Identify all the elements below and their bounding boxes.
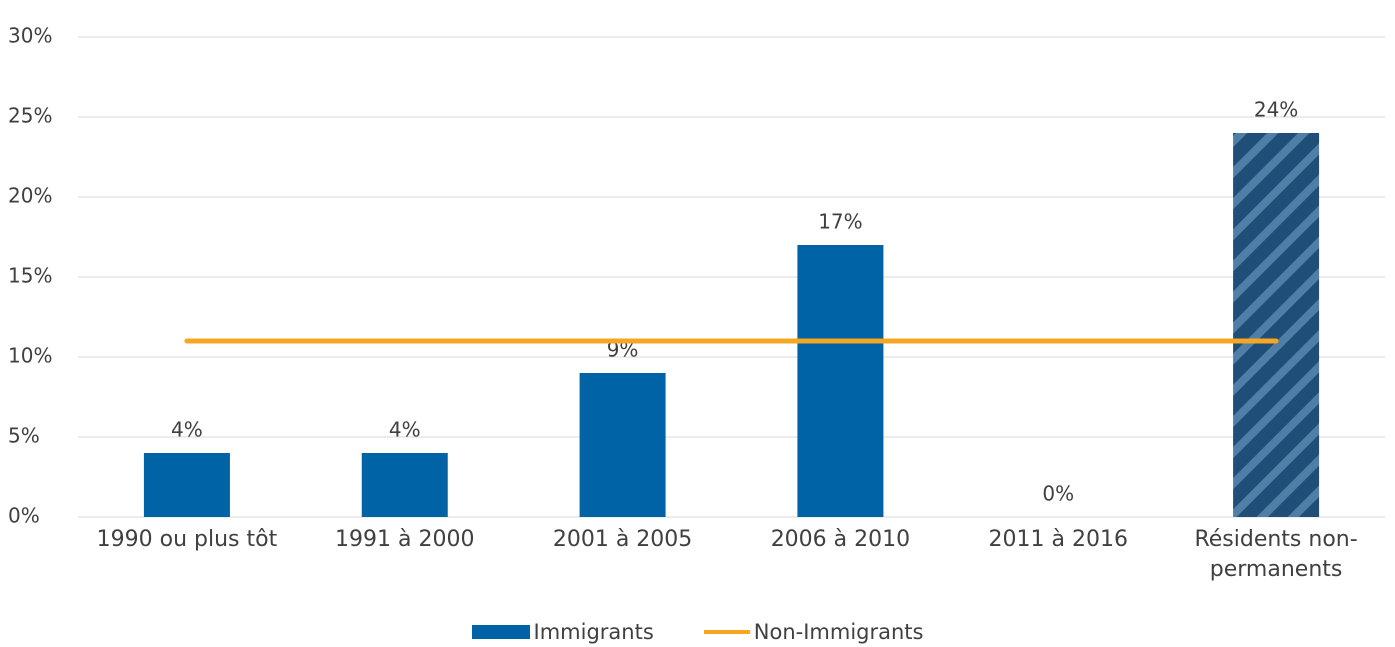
bar [579,373,666,517]
x-tick-label: 2006 à 2010 [770,527,911,552]
legend-label: Immigrants [533,620,654,644]
legend-item: Immigrants [471,620,654,644]
legend-swatch [703,630,750,634]
legend-label: Non-Immigrants [753,620,924,644]
data-label: 24% [1254,98,1298,122]
data-label: 0% [1042,482,1074,506]
y-tick-label: 5% [8,424,40,448]
x-tick-label: 1990 ou plus tôt [96,527,278,552]
y-tick-label: 0% [8,504,40,528]
y-tick-label: 10% [8,344,52,368]
legend-item: Non-Immigrants [703,620,924,644]
x-tick-label: Résidents non-permanents [1194,527,1358,582]
y-tick-label: 20% [8,184,52,208]
x-tick-label: 2001 à 2005 [552,527,693,552]
data-label: 4% [389,418,421,442]
data-label: 4% [171,418,203,442]
y-tick-label: 30% [8,24,52,48]
legend: Immigrants Non-Immigrants [0,620,1395,644]
bar [143,453,230,517]
x-tick-label: 2011 à 2016 [988,527,1128,552]
bar [1233,133,1320,517]
y-tick-label: 15% [8,264,52,288]
x-tick-label: 1991 à 2000 [335,527,475,552]
bar [797,245,884,517]
legend-swatch [471,625,530,639]
bar [361,453,448,517]
y-tick-label: 25% [8,104,52,128]
data-label: 17% [818,210,862,234]
